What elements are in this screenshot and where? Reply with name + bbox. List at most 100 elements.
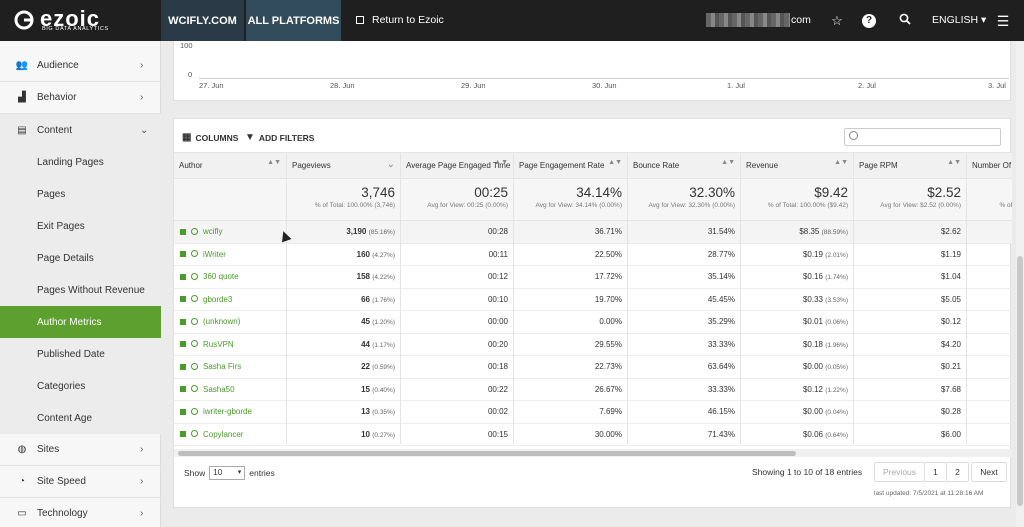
star-icon[interactable]: ☆ [831, 13, 843, 28]
table-cell-author[interactable]: Sasha50 [174, 379, 286, 401]
sidebar-item-categories[interactable]: Categories [0, 370, 161, 402]
table-cell-author[interactable]: iwriter-gborde [174, 401, 286, 424]
author-name-link[interactable]: Copylancer [203, 429, 244, 439]
column-header-author[interactable]: Author ▲▼ [174, 152, 286, 179]
sort-icon[interactable]: ▲▼ [834, 159, 848, 166]
cell-value: $0.12 [802, 384, 823, 394]
chevron-right-icon: › [140, 508, 144, 519]
help-icon[interactable]: ? [862, 14, 876, 28]
table-cell-author[interactable]: wcifly [174, 221, 286, 244]
author-name-link[interactable]: iWriter [203, 249, 226, 259]
table-search-input[interactable] [844, 128, 1001, 146]
y-axis-tick: 100 [180, 41, 193, 50]
table-cell-author[interactable]: (unknown) [174, 311, 286, 334]
table-cell-author[interactable]: Copylancer [174, 424, 286, 446]
author-name-link[interactable]: 360 quote [203, 272, 239, 281]
all-platforms-tab[interactable]: ALL PLATFORMS [246, 0, 341, 41]
column-header-bounce-rate[interactable]: Bounce Rate ▲▼ [628, 152, 740, 179]
next-page-button[interactable]: Next [971, 462, 1007, 482]
clock-icon [191, 250, 198, 257]
table-cell-page-rpm: $0.12 [854, 311, 966, 334]
page-1-button[interactable]: 1 [925, 462, 947, 482]
column-header-avg-engaged-time[interactable]: Average Page Engaged Time ▲▼ [401, 152, 513, 179]
table-cell-author[interactable]: iWriter [174, 244, 286, 266]
cell-value: $0.16 [802, 272, 823, 281]
cell-value: $4.20 [940, 339, 961, 349]
sidebar-item-label: Published Date [37, 348, 105, 360]
return-to-ezoic-link[interactable]: Return to Ezoic [356, 14, 444, 26]
column-header-number-of[interactable]: Number Of [967, 152, 1012, 179]
author-name-link[interactable]: Sasha Firs [203, 362, 242, 371]
x-axis-line [199, 78, 1009, 79]
sidebar-item-site-speed[interactable]: ◔ Site Speed › [0, 466, 161, 498]
sidebar-item-pages[interactable]: Pages [0, 178, 161, 210]
site-tab[interactable]: WCIFLY.COM [161, 0, 244, 41]
language-selector[interactable]: ENGLISH ▾ [932, 14, 987, 26]
sidebar-item-page-details[interactable]: Page Details [0, 242, 161, 274]
summary-subtext: Avg for View: 34.14% (0.00%) [535, 202, 622, 209]
add-filters-button[interactable]: ▼ ADD FILTERS [245, 132, 314, 143]
columns-button[interactable]: ▦ COLUMNS [182, 132, 238, 143]
column-header-revenue[interactable]: Revenue ▲▼ [741, 152, 853, 179]
sidebar-item-published-date[interactable]: Published Date [0, 338, 161, 370]
cell-value: 160 [356, 249, 370, 259]
sidebar-item-sites[interactable]: ◍ Sites › [0, 434, 161, 466]
sidebar-item-audience[interactable]: 👥 Audience › [0, 50, 161, 82]
author-name-link[interactable]: gborde3 [203, 294, 233, 304]
table-cell-author[interactable]: 360 quote [174, 266, 286, 289]
cell-percent: (0.06%) [825, 319, 848, 326]
table-cell-engagement-rate: 7.69% [514, 401, 627, 424]
column-header-pageviews[interactable]: Pageviews ⌄ [287, 152, 400, 179]
redacted-username[interactable] [706, 13, 790, 27]
sidebar-item-content[interactable]: ▤ Content ⌄ [0, 114, 161, 146]
author-name-link[interactable]: RusVPN [203, 339, 234, 349]
chart-icon: ▟ [18, 92, 26, 103]
column-header-page-rpm[interactable]: Page RPM ▲▼ [854, 152, 966, 179]
sort-icon[interactable]: ▲▼ [267, 159, 281, 166]
previous-page-button[interactable]: Previous [874, 462, 925, 482]
users-icon: 👥 [15, 60, 29, 71]
sort-icon[interactable]: ▲▼ [721, 159, 735, 166]
sort-icon[interactable]: ▲▼ [494, 159, 508, 166]
sort-icon[interactable]: ▲▼ [947, 159, 961, 166]
table-cell-number-of [967, 334, 1012, 356]
sort-desc-icon[interactable]: ⌄ [386, 159, 395, 170]
cell-value: 17.72% [594, 272, 622, 281]
cell-value: 71.43% [707, 429, 735, 439]
clock-icon [191, 295, 198, 302]
author-name-link[interactable]: Sasha50 [203, 384, 235, 394]
x-axis-tick: 2. Jul [858, 81, 876, 90]
table-cell-author[interactable]: gborde3 [174, 289, 286, 311]
page-length-select[interactable]: 10 ▾ [209, 466, 246, 480]
sidebar-item-exit-pages[interactable]: Exit Pages [0, 210, 161, 242]
sidebar-item-content-age[interactable]: Content Age [0, 402, 161, 434]
sidebar-item-pages-without-revenue[interactable]: Pages Without Revenue [0, 274, 161, 306]
sort-icon[interactable]: ▲▼ [608, 159, 622, 166]
table-cell-author[interactable]: RusVPN [174, 334, 286, 356]
table-cell-bounce-rate: 46.15% [628, 401, 740, 424]
author-name-link[interactable]: (unknown) [203, 317, 241, 326]
table-cell-page-rpm: $1.04 [854, 266, 966, 289]
sidebar-item-label: Behavior [37, 92, 77, 103]
author-name-link[interactable]: wcifly [203, 227, 223, 236]
summary-subtext: % of Total: 100.00% ($9.42) [767, 202, 848, 209]
author-name-link[interactable]: iwriter-gborde [203, 407, 252, 416]
author-color-swatch [180, 408, 186, 415]
sidebar-item-landing-pages[interactable]: Landing Pages [0, 146, 161, 178]
sidebar-item-behavior[interactable]: ▟ Behavior › [0, 82, 161, 114]
cell-value: 00:02 [487, 407, 508, 416]
cell-value: 33.33% [707, 384, 735, 394]
horizontal-scrollbar[interactable] [174, 449, 1012, 457]
hamburger-menu-icon[interactable]: ☰ [996, 13, 1010, 29]
sidebar-item-technology[interactable]: ▭ Technology › [0, 498, 161, 527]
horizontal-scrollbar-thumb[interactable] [178, 451, 796, 456]
vertical-scrollbar[interactable] [1016, 41, 1024, 527]
vertical-scrollbar-thumb[interactable] [1017, 256, 1023, 506]
summary-value: 00:25 [474, 185, 508, 200]
search-icon[interactable] [897, 13, 913, 29]
ezoic-logo[interactable]: ezoic BIG DATA ANALYTICS [14, 6, 154, 36]
sidebar-item-author-metrics[interactable]: Author Metrics [0, 306, 161, 338]
table-cell-author[interactable]: Sasha Firs [174, 356, 286, 379]
column-header-engagement-rate[interactable]: Page Engagement Rate ▲▼ [514, 152, 627, 179]
page-2-button[interactable]: 2 [947, 462, 969, 482]
